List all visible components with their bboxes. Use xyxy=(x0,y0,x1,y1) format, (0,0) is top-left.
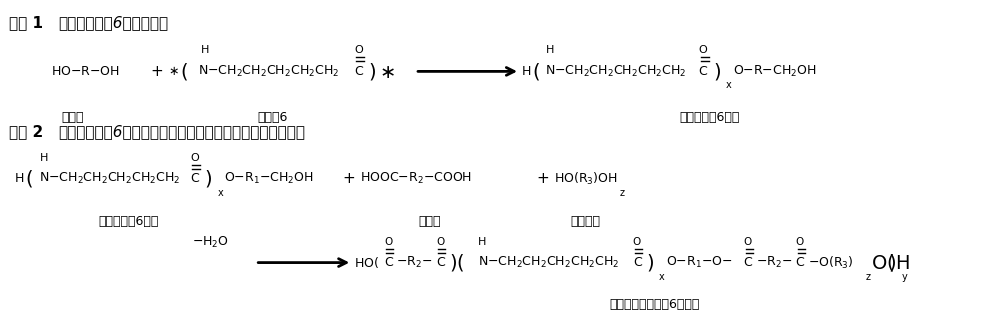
Text: O: O xyxy=(190,153,199,163)
Text: y: y xyxy=(901,271,907,282)
Text: 聚醚链段: 聚醚链段 xyxy=(570,215,600,228)
Text: H: H xyxy=(478,237,486,247)
Text: C: C xyxy=(699,65,707,78)
Text: O: O xyxy=(354,45,363,56)
Text: HO$($: HO$($ xyxy=(354,255,379,270)
Text: 反应 1: 反应 1 xyxy=(9,15,43,30)
Text: C: C xyxy=(744,256,752,269)
Text: z: z xyxy=(865,271,870,282)
Text: $($: $($ xyxy=(532,61,540,82)
Text: $+$: $+$ xyxy=(342,171,355,187)
Text: 醒解聚酯胺6链段: 醒解聚酯胺6链段 xyxy=(680,111,740,124)
Text: $($: $($ xyxy=(25,168,33,190)
Text: N$-$CH$_2$CH$_2$CH$_2$CH$_2$CH$_2$: N$-$CH$_2$CH$_2$CH$_2$CH$_2$CH$_2$ xyxy=(198,64,340,79)
Text: H: H xyxy=(15,172,24,186)
Text: $)$: $)$ xyxy=(713,61,721,82)
Text: O: O xyxy=(699,45,707,56)
Text: O: O xyxy=(384,237,392,247)
Text: 反应 2: 反应 2 xyxy=(9,125,43,139)
Text: HOOC$-$R$_2$$-$COOH: HOOC$-$R$_2$$-$COOH xyxy=(360,171,472,187)
Text: $-$R$_2$$-$: $-$R$_2$$-$ xyxy=(396,255,432,270)
Text: $+$: $+$ xyxy=(150,64,164,79)
Text: HO$-$R$-$OH: HO$-$R$-$OH xyxy=(51,65,120,78)
Text: $+$: $+$ xyxy=(536,171,549,187)
Text: z: z xyxy=(620,188,625,198)
Text: O: O xyxy=(633,237,641,247)
Text: O$-$R$-$CH$_2$OH: O$-$R$-$CH$_2$OH xyxy=(733,64,816,79)
Text: $\ast$: $\ast$ xyxy=(168,65,179,78)
Text: 醒解聚酯胺6链段: 醒解聚酯胺6链段 xyxy=(98,215,159,228)
Text: C: C xyxy=(796,256,804,269)
Text: H: H xyxy=(522,65,531,78)
Text: $-$R$_2$$-$: $-$R$_2$$-$ xyxy=(756,255,792,270)
Text: H: H xyxy=(200,45,209,56)
Text: C: C xyxy=(633,256,642,269)
Text: $)$: $)$ xyxy=(646,252,654,273)
Text: $-$H$_2$O: $-$H$_2$O xyxy=(192,235,229,250)
Text: HO$($R$_3$$)$OH: HO$($R$_3$$)$OH xyxy=(554,171,618,187)
Text: H: H xyxy=(546,45,554,56)
Text: N$-$CH$_2$CH$_2$CH$_2$CH$_2$CH$_2$: N$-$CH$_2$CH$_2$CH$_2$CH$_2$CH$_2$ xyxy=(478,255,619,270)
Text: N$-$CH$_2$CH$_2$CH$_2$CH$_2$CH$_2$: N$-$CH$_2$CH$_2$CH$_2$CH$_2$CH$_2$ xyxy=(545,64,686,79)
Text: x: x xyxy=(659,271,665,282)
Text: $)\ast$: $)\ast$ xyxy=(368,61,395,82)
Text: O$-$R$_1$$-$CH$_2$OH: O$-$R$_1$$-$CH$_2$OH xyxy=(224,171,314,187)
Text: C: C xyxy=(384,256,393,269)
Text: $-$O$($R$_3$$)$: $-$O$($R$_3$$)$ xyxy=(808,255,853,271)
Text: （醒解聚酯胺6链段与二元酸、聚醚链段酵化、酯胺化反应）: （醒解聚酯胺6链段与二元酸、聚醚链段酵化、酯胺化反应） xyxy=(59,125,306,139)
Text: C: C xyxy=(436,256,445,269)
Text: $)$H: $)$H xyxy=(888,252,911,273)
Text: $($: $($ xyxy=(180,61,188,82)
Text: 二元醇: 二元醇 xyxy=(61,111,84,124)
Text: O: O xyxy=(796,237,804,247)
Text: 再生低燔点聚酯胺6弹性体: 再生低燔点聚酯胺6弹性体 xyxy=(610,298,700,311)
Text: N$-$CH$_2$CH$_2$CH$_2$CH$_2$CH$_2$: N$-$CH$_2$CH$_2$CH$_2$CH$_2$CH$_2$ xyxy=(39,171,180,187)
Text: $)($: $)($ xyxy=(449,252,465,273)
Text: 聚酯胺6: 聚酯胺6 xyxy=(257,111,288,124)
Text: O: O xyxy=(436,237,444,247)
Text: O: O xyxy=(744,237,752,247)
Text: （废弃聚酯胺6醒解反应）: （废弃聚酯胺6醒解反应） xyxy=(59,15,169,30)
Text: H: H xyxy=(40,153,48,163)
Text: x: x xyxy=(217,188,223,198)
Text: C: C xyxy=(354,65,363,78)
Text: x: x xyxy=(726,80,731,90)
Text: O$($: O$($ xyxy=(871,252,895,273)
Text: C: C xyxy=(190,172,199,186)
Text: $)$: $)$ xyxy=(204,168,212,190)
Text: O$-$R$_1$$-$O$-$: O$-$R$_1$$-$O$-$ xyxy=(666,255,732,270)
Text: 二元酸: 二元酸 xyxy=(419,215,441,228)
